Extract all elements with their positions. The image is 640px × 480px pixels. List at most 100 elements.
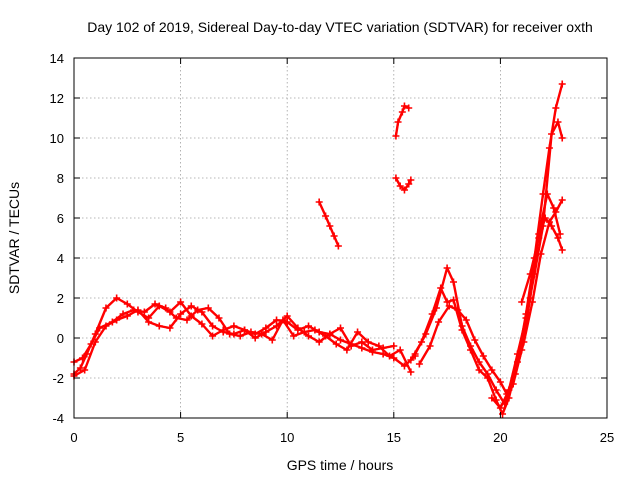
data-point: [283, 312, 291, 320]
data-point: [123, 312, 131, 320]
data-point: [484, 370, 492, 378]
data-point: [155, 322, 163, 330]
data-point: [326, 222, 334, 230]
data-point: [554, 118, 562, 126]
data-point: [396, 346, 404, 354]
data-point: [462, 316, 470, 324]
data-point: [290, 332, 298, 340]
data-point: [305, 322, 313, 330]
data-point: [332, 340, 340, 348]
series-arc-3: [70, 302, 398, 380]
x-tick-label: 25: [600, 430, 614, 445]
series-line: [318, 200, 340, 248]
data-point: [294, 324, 302, 332]
data-point: [311, 326, 319, 334]
y-tick-label: 10: [50, 131, 64, 146]
series-arc-5: [411, 190, 564, 408]
data-point: [548, 130, 556, 138]
data-point: [479, 352, 487, 360]
data-point: [396, 182, 404, 190]
data-point: [337, 324, 344, 332]
x-tick-label: 10: [280, 430, 294, 445]
data-point: [215, 314, 223, 322]
tick-layer: 0 5 10 15 20 25 -4 -2 0 2 4 6 8 10 12 14: [50, 51, 615, 445]
x-axis-label: GPS time / hours: [287, 457, 394, 473]
data-layer: [70, 80, 566, 418]
data-point: [556, 230, 564, 238]
data-point: [140, 308, 148, 316]
data-point: [347, 342, 355, 350]
data-point: [400, 186, 408, 194]
data-point: [187, 302, 195, 310]
data-point: [330, 232, 338, 240]
data-point: [273, 322, 281, 330]
data-point: [198, 308, 206, 316]
data-point: [443, 298, 451, 306]
data-point: [123, 300, 131, 308]
data-point: [343, 346, 351, 354]
data-point: [236, 332, 244, 340]
data-point: [535, 234, 543, 242]
y-tick-label: 2: [57, 291, 64, 306]
data-point: [505, 386, 513, 394]
y-tick-label: -4: [52, 411, 64, 426]
data-point: [432, 304, 440, 312]
x-tick-label: 15: [387, 430, 401, 445]
data-point: [102, 304, 110, 312]
data-point: [113, 294, 121, 302]
data-point: [518, 298, 526, 306]
data-point: [358, 338, 366, 346]
data-point: [548, 222, 556, 230]
y-tick-label: 8: [57, 171, 64, 186]
data-point: [407, 368, 415, 376]
data-point: [162, 304, 170, 312]
y-tick-label: 0: [57, 331, 64, 346]
data-point: [337, 336, 344, 344]
data-point: [241, 326, 249, 334]
data-point: [422, 330, 430, 338]
data-point: [550, 204, 558, 212]
data-point: [219, 328, 227, 336]
y-tick-label: -2: [52, 371, 64, 386]
data-point: [449, 278, 457, 286]
series-arc-7: [488, 118, 566, 412]
grid-layer: [74, 58, 607, 418]
data-point: [405, 180, 413, 188]
data-point: [492, 386, 500, 394]
data-point: [113, 316, 121, 324]
data-point: [426, 342, 434, 350]
data-point: [358, 344, 366, 352]
data-point: [145, 318, 153, 326]
data-point: [364, 338, 372, 346]
data-point: [443, 264, 451, 272]
data-point: [488, 366, 496, 374]
data-point: [496, 378, 504, 386]
data-point: [204, 304, 212, 312]
plot-frame: [73, 57, 608, 419]
data-point: [81, 366, 89, 374]
data-point: [392, 174, 400, 182]
series-line: [413, 192, 562, 406]
y-tick-label: 12: [50, 91, 64, 106]
data-point: [230, 322, 238, 330]
data-point: [558, 134, 566, 142]
data-point: [76, 364, 84, 372]
data-point: [379, 344, 387, 352]
data-point: [554, 234, 562, 242]
data-point: [134, 306, 142, 314]
data-point: [209, 332, 217, 340]
y-tick-label: 14: [50, 51, 64, 66]
data-point: [322, 212, 330, 220]
data-point: [96, 324, 104, 332]
data-point: [392, 132, 400, 140]
y-axis-label: SDTVAR / TECUs: [6, 182, 22, 294]
data-point: [354, 328, 362, 336]
data-point: [251, 334, 259, 342]
data-point: [435, 318, 443, 326]
series-arc-8: [518, 214, 566, 306]
data-point: [496, 404, 504, 412]
data-point: [398, 108, 406, 116]
data-point: [334, 242, 342, 250]
data-point: [315, 198, 323, 206]
